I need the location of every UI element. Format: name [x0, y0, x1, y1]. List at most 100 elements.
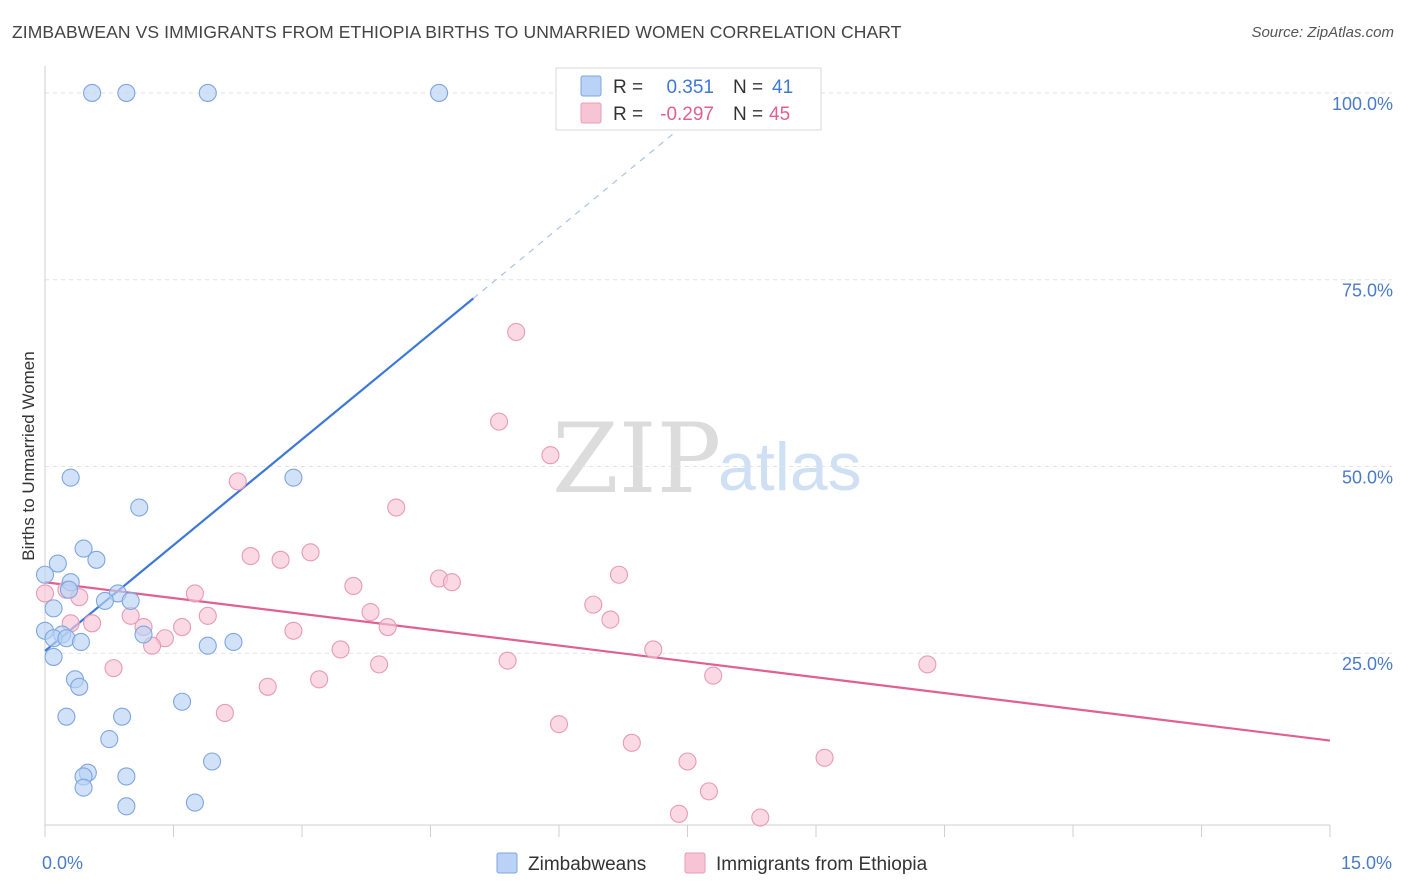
point-series-0-0 [83, 83, 102, 102]
point-series-1-11 [344, 576, 363, 596]
point-series-0-38 [117, 797, 136, 816]
point-series-1-30 [644, 640, 663, 659]
y-tick-label-0: 25.0% [1342, 654, 1393, 674]
point-series-0-21 [71, 632, 91, 652]
point-series-0-1 [117, 83, 136, 102]
point-series-1-20 [601, 610, 620, 629]
point-series-0-5 [284, 468, 303, 487]
legend-r-value-pink: -0.297 [660, 104, 714, 125]
point-series-1-35 [704, 666, 723, 685]
point-series-1-31 [498, 651, 517, 670]
y-tick-label-1: 50.0% [1342, 467, 1393, 487]
correlation-legend: R = 0.351 N = 41 R = -0.297 N = 45 [555, 67, 822, 131]
point-series-0-3 [430, 83, 449, 102]
point-series-1-12 [35, 584, 55, 603]
point-series-0-32 [203, 752, 222, 771]
point-series-0-8 [48, 554, 67, 573]
point-series-0-25 [44, 647, 63, 666]
x-tick-label-1: 15.0% [1341, 853, 1392, 873]
legend-swatch-blue [580, 75, 602, 97]
point-series-0-22 [134, 625, 153, 644]
y-tick-labels: 25.0% 50.0% 75.0% 100.0% [1332, 94, 1393, 674]
legend-swatch-pink [580, 102, 602, 124]
point-series-1-25 [378, 617, 397, 637]
point-series-0-10 [35, 565, 55, 584]
trend-line-series-1 [44, 581, 1331, 742]
legend-n-value-blue: 41 [772, 77, 793, 98]
point-series-0-30 [113, 707, 132, 726]
point-series-1-44 [669, 804, 688, 823]
point-series-0-27 [70, 677, 89, 696]
point-series-1-4 [387, 498, 406, 517]
watermark-zip: ZIP [552, 403, 721, 515]
point-series-1-24 [173, 617, 192, 637]
point-series-1-43 [699, 782, 718, 801]
point-series-1-42 [678, 752, 697, 771]
point-series-1-17 [361, 603, 380, 622]
point-series-0-16 [44, 599, 63, 618]
point-series-0-24 [224, 632, 243, 652]
point-series-0-7 [74, 539, 93, 558]
grid-lines [45, 92, 1392, 654]
y-axis-label: Births to Unmarried Women [19, 351, 38, 560]
y-tick-label-2: 75.0% [1342, 281, 1393, 301]
point-series-1-37 [258, 677, 277, 696]
legend-r-label-blue: R = [613, 77, 643, 98]
point-series-1-26 [284, 621, 303, 640]
point-series-0-23 [198, 636, 217, 655]
legend-r-label-pink: R = [613, 104, 643, 125]
point-series-1-45 [751, 808, 770, 827]
point-series-1-32 [370, 655, 389, 674]
point-series-1-33 [104, 659, 123, 678]
series-legend-swatch-pink [684, 852, 706, 874]
point-series-0-6 [130, 498, 149, 517]
point-series-1-41 [815, 748, 834, 767]
point-series-1-16 [584, 595, 603, 614]
point-series-1-38 [215, 703, 234, 723]
legend-n-label-blue: N = [733, 77, 763, 98]
point-series-1-34 [918, 655, 937, 674]
point-series-1-9 [442, 573, 461, 592]
point-series-1-2 [541, 446, 560, 465]
point-series-0-12 [59, 580, 79, 599]
point-series-1-1 [489, 412, 509, 431]
point-series-1-19 [198, 606, 217, 625]
series-legend: Zimbabweans Immigrants from Ethiopia [496, 852, 928, 875]
point-series-1-10 [609, 565, 629, 584]
point-series-0-37 [185, 793, 204, 812]
point-series-1-6 [241, 547, 260, 566]
point-series-0-4 [61, 468, 80, 487]
series-legend-label-ethiopia: Immigrants from Ethiopia [716, 854, 928, 875]
point-series-1-22 [83, 614, 102, 633]
point-series-1-0 [507, 322, 526, 342]
point-series-1-39 [549, 715, 569, 734]
point-series-0-2 [198, 83, 217, 102]
point-series-0-14 [121, 591, 140, 610]
series-legend-label-zimbabweans: Zimbabweans [528, 854, 646, 875]
point-series-0-29 [57, 707, 76, 726]
legend-r-value-blue: 0.351 [666, 77, 714, 98]
point-series-1-29 [331, 640, 350, 659]
point-series-1-5 [301, 543, 320, 562]
point-series-0-35 [117, 767, 136, 786]
x-ticks: 0.0% 15.0% [42, 825, 1392, 873]
point-series-0-9 [87, 550, 106, 569]
x-tick-label-0: 0.0% [42, 853, 83, 873]
trend-extension-series-0 [472, 107, 706, 299]
point-series-1-13 [185, 584, 204, 603]
point-series-1-3 [228, 472, 247, 491]
chart-title: ZIMBABWEAN VS IMMIGRANTS FROM ETHIOPIA B… [12, 22, 902, 42]
watermark-atlas: atlas [718, 429, 862, 505]
source-label: Source: ZipAtlas.com [1251, 24, 1394, 41]
legend-n-label-pink: N = [733, 104, 763, 125]
point-series-1-40 [622, 733, 641, 752]
point-series-0-15 [95, 591, 115, 610]
point-series-0-31 [100, 730, 119, 749]
point-series-0-36 [74, 778, 93, 797]
y-tick-label-3: 100.0% [1332, 94, 1393, 114]
legend-n-value-pink: 45 [769, 104, 790, 125]
point-series-1-7 [271, 550, 290, 569]
point-series-0-28 [173, 692, 192, 711]
point-series-1-36 [310, 670, 329, 689]
